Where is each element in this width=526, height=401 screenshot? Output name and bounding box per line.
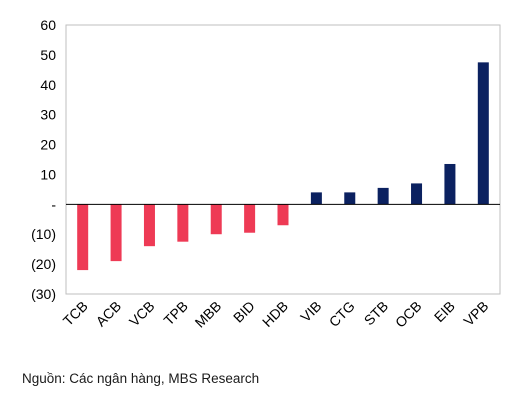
y-tick-label: 50 [40,47,56,63]
x-tick-label: ACB [93,298,125,330]
y-tick-label: (10) [31,226,56,242]
bar-stb [377,187,389,205]
bar-vib [310,192,322,205]
source-note: Nguồn: Các ngân hàng, MBS Research [22,371,260,386]
x-tick-label: CTG [326,298,358,330]
bar-vpb [477,62,489,205]
x-tick-label: MBB [192,298,225,331]
bar-acb [110,204,122,262]
x-tick-label: VIB [297,298,324,325]
x-tick-label: BID [230,298,258,326]
plot-frame [65,24,501,295]
bar-tpb [177,204,189,242]
x-tick-label: OCB [392,298,425,331]
y-tick-label: 40 [40,77,56,93]
x-tick-label: VCB [126,298,158,330]
bar-eib [444,163,456,205]
x-tick-label: STB [361,298,392,329]
bar-hdb [277,204,289,226]
x-tick-label: VPB [460,298,491,329]
bar-ocb [411,183,423,205]
x-tick-label: EIB [431,298,458,325]
bar-vcb [143,204,155,247]
x-tick-label: HDB [259,298,291,330]
y-tick-label: (30) [31,286,56,302]
x-tick-label: TCB [60,298,91,329]
y-tick-label: 20 [40,137,56,153]
y-tick-label: - [51,196,56,212]
bar-tcb [77,204,89,271]
y-tick-label: 60 [40,17,56,33]
bar-mbb [210,204,222,235]
bar-bid [244,204,256,233]
y-tick-label: 30 [40,107,56,123]
y-tick-label: (20) [31,256,56,272]
x-tick-label: TPB [160,298,191,329]
bar-ctg [344,192,356,205]
y-tick-label: 10 [40,166,56,182]
